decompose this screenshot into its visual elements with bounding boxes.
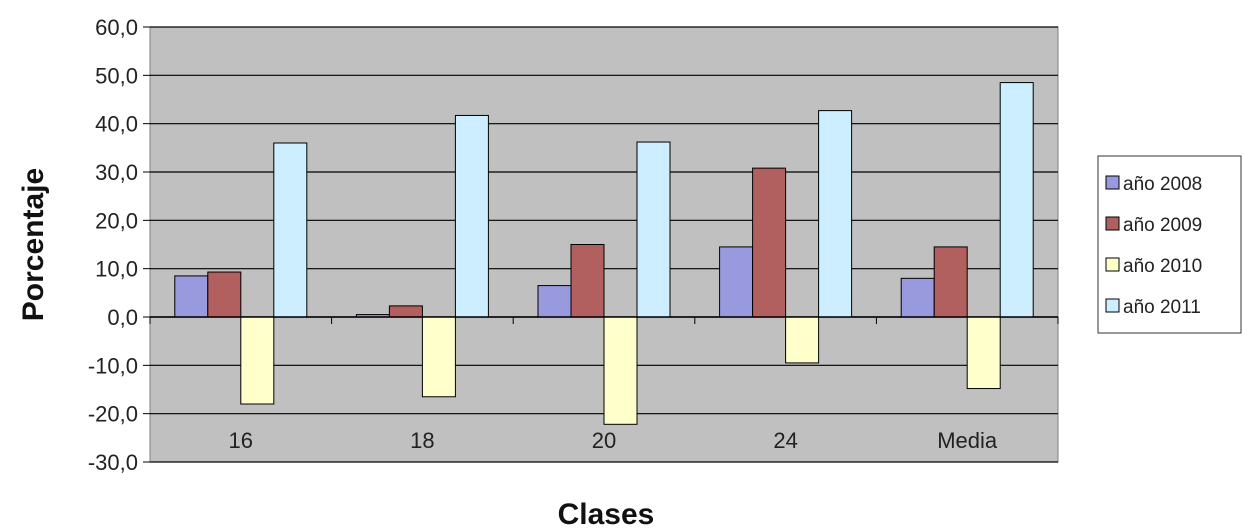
- y-tick-label: 60,0: [95, 15, 138, 40]
- bar-año-2008-24: [719, 246, 754, 318]
- bar-año-2009-24: [752, 167, 787, 318]
- legend-swatch: [1105, 216, 1120, 231]
- y-tick-label: 0,0: [107, 305, 138, 330]
- bar-año-2011-16: [273, 142, 308, 318]
- bar-año-2011-Media: [999, 82, 1034, 318]
- bar-año-2008-16: [174, 275, 209, 318]
- x-tick-label: 24: [773, 428, 797, 453]
- x-tick-label: 20: [592, 428, 616, 453]
- bar-año-2009-Media: [933, 246, 968, 318]
- bar-año-2011-20: [636, 141, 671, 318]
- y-tick-label: -20,0: [88, 402, 138, 427]
- x-tick-label: 18: [410, 428, 434, 453]
- legend-box: [1097, 155, 1242, 334]
- y-tick-label: 10,0: [95, 257, 138, 282]
- legend: año 2008 año 2009 año 2010 año 2011: [1097, 155, 1242, 334]
- bar-año-2010-18: [421, 316, 456, 398]
- bar-año-2008-Media: [900, 277, 935, 318]
- bar-año-2011-24: [818, 110, 853, 318]
- legend-label: año 2008: [1123, 174, 1202, 195]
- bar-año-2010-24: [785, 316, 820, 364]
- bar-año-2008-20: [537, 285, 572, 318]
- bars: [174, 82, 1034, 425]
- y-tick-label: 20,0: [95, 208, 138, 233]
- legend-label: año 2009: [1123, 215, 1202, 236]
- y-tick-label: -30,0: [88, 450, 138, 475]
- bar-año-2009-16: [207, 271, 242, 318]
- bar-año-2010-20: [603, 316, 638, 425]
- legend-label: año 2011: [1123, 297, 1201, 318]
- bar-año-2009-20: [570, 244, 605, 318]
- x-axis-title: Clases: [558, 498, 655, 531]
- bar-año-2011-18: [454, 114, 489, 318]
- x-tick-label: Media: [937, 428, 998, 453]
- bar-año-2010-16: [240, 316, 275, 405]
- x-axis-ticks: 16 18 20 24 Media: [229, 428, 998, 453]
- y-tick-label: -10,0: [88, 353, 138, 378]
- y-tick-label: 30,0: [95, 160, 138, 185]
- y-axis-title: Porcentaje: [17, 168, 50, 321]
- y-tick-label: 40,0: [95, 112, 138, 137]
- legend-swatch: [1105, 175, 1120, 190]
- y-tick-label: 50,0: [95, 63, 138, 88]
- legend-swatch: [1105, 257, 1120, 272]
- bar-año-2010-Media: [966, 316, 1001, 390]
- legend-label: año 2010: [1123, 256, 1202, 277]
- x-tick-label: 16: [229, 428, 253, 453]
- bar-año-2009-18: [388, 305, 423, 318]
- legend-swatch: [1105, 298, 1120, 313]
- y-axis-ticks: -30,0 -20,0 -10,0 0,0 10,0 20,0 30,0 40,0 50,0 60…: [88, 15, 138, 475]
